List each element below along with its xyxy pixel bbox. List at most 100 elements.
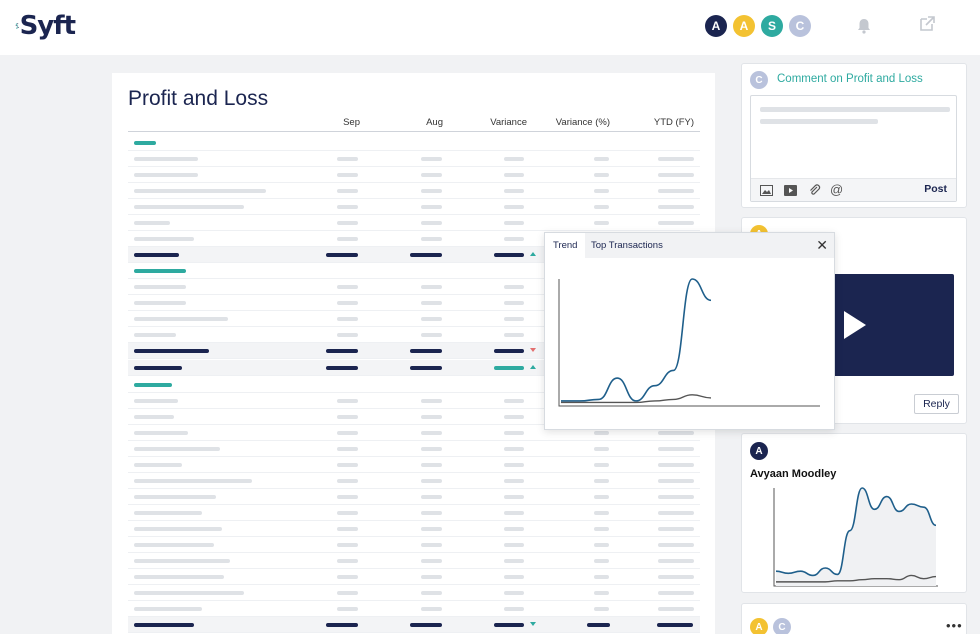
ytd-value-placeholder (658, 559, 694, 563)
sep-value-placeholder (337, 221, 358, 225)
table-row[interactable] (128, 521, 700, 537)
table-row[interactable] (128, 425, 700, 441)
table-row[interactable] (128, 135, 700, 151)
post-button[interactable]: Post (924, 183, 947, 195)
variance-value-placeholder (504, 333, 524, 337)
tab-trend[interactable]: Trend (545, 233, 586, 258)
table-row[interactable] (128, 617, 700, 633)
table-row[interactable] (128, 151, 700, 167)
total-label-placeholder (134, 623, 194, 627)
ytd-value-placeholder (658, 575, 694, 579)
table-row[interactable] (128, 601, 700, 617)
variance-value-placeholder (504, 205, 524, 209)
sep-value-placeholder (337, 463, 358, 467)
column-header-variance[interactable]: Variance (490, 117, 527, 128)
aug-value-placeholder (410, 253, 442, 257)
variance-pct-placeholder (594, 221, 609, 225)
arrow-up-icon (530, 365, 536, 369)
table-row[interactable] (128, 569, 700, 585)
sep-value-placeholder (337, 173, 358, 177)
variance-value-placeholder (504, 543, 524, 547)
variance-value-placeholder (504, 399, 524, 403)
column-header-sep[interactable]: Sep (343, 117, 360, 128)
row-label-placeholder (134, 221, 170, 225)
mention-icon[interactable]: @ (830, 182, 844, 197)
aug-value-placeholder (421, 415, 442, 419)
avatar[interactable]: S (761, 15, 783, 37)
table-row[interactable] (128, 505, 700, 521)
secondary-series-line (775, 574, 937, 583)
row-label-placeholder (134, 463, 182, 467)
table-row[interactable] (128, 553, 700, 569)
ytd-value-placeholder (658, 205, 694, 209)
table-row[interactable] (128, 585, 700, 601)
variance-pct-placeholder (594, 431, 609, 435)
variance-value-placeholder (504, 527, 524, 531)
avatar: C (773, 618, 791, 634)
variance-value-placeholder (504, 431, 524, 435)
sep-value-placeholder (337, 237, 358, 241)
attachment-icon[interactable] (808, 184, 821, 197)
table-row[interactable] (128, 473, 700, 489)
tab-top-transactions[interactable]: Top Transactions (591, 240, 663, 251)
aug-value-placeholder (421, 173, 442, 177)
variance-pct-placeholder (594, 479, 609, 483)
table-row[interactable] (128, 489, 700, 505)
sep-value-placeholder (326, 366, 358, 370)
primary-series-line (775, 487, 937, 577)
table-row[interactable] (128, 441, 700, 457)
avatar[interactable]: A (705, 15, 727, 37)
ytd-value-placeholder (658, 157, 694, 161)
external-link-icon[interactable] (918, 15, 936, 38)
table-row[interactable] (128, 183, 700, 199)
sep-value-placeholder (337, 301, 358, 305)
aug-value-placeholder (421, 511, 442, 515)
table-row[interactable] (128, 199, 700, 215)
table-row[interactable] (128, 377, 700, 393)
avatar[interactable]: C (789, 15, 811, 37)
variance-value-placeholder (504, 301, 524, 305)
table-row[interactable] (128, 457, 700, 473)
syft-logo[interactable]: Syft (15, 8, 76, 44)
video-icon[interactable] (784, 185, 797, 196)
table-row[interactable] (128, 263, 700, 279)
total-label-placeholder (134, 349, 209, 353)
aug-value-placeholder (421, 189, 442, 193)
column-header-variance-pct[interactable]: Variance (%) (555, 117, 610, 128)
variance-value-placeholder (504, 237, 524, 241)
table-row[interactable] (128, 167, 700, 183)
aug-value-placeholder (421, 237, 442, 241)
aug-value-placeholder (410, 366, 442, 370)
comment-input[interactable]: @ Post (750, 95, 957, 202)
image-icon[interactable] (760, 185, 773, 196)
page-title: Profit and Loss (128, 87, 269, 110)
secondary-series-line (560, 394, 712, 404)
sep-value-placeholder (337, 543, 358, 547)
variance-pct-placeholder (594, 189, 609, 193)
commenter-name: Avyaan Moodley (750, 468, 837, 480)
bell-icon[interactable] (855, 17, 873, 40)
play-icon[interactable] (842, 309, 868, 341)
reply-button[interactable]: Reply (914, 394, 959, 414)
aug-value-placeholder (421, 447, 442, 451)
variance-value-placeholder (504, 157, 524, 161)
variance-value-placeholder (504, 479, 524, 483)
trend-popup: Trend Top Transactions ✕ (544, 232, 835, 430)
collaborator-avatars: A A S C (705, 15, 811, 37)
column-header-ytd[interactable]: YTD (FY) (653, 117, 694, 128)
logo-text: Syft (19, 11, 76, 41)
variance-pct-placeholder (594, 607, 609, 611)
bottom-comment-card: A C ••• (741, 603, 967, 634)
close-icon[interactable]: ✕ (816, 237, 828, 253)
person-comment-card: A Avyaan Moodley (741, 433, 967, 593)
column-header-aug[interactable]: Aug (426, 117, 443, 128)
more-options-icon[interactable]: ••• (946, 618, 963, 633)
row-label-placeholder (134, 447, 220, 451)
video-player[interactable] (830, 274, 954, 376)
sep-value-placeholder (337, 431, 358, 435)
table-row[interactable] (128, 537, 700, 553)
aug-value-placeholder (421, 607, 442, 611)
row-label-placeholder (134, 431, 188, 435)
avatar[interactable]: A (733, 15, 755, 37)
table-row[interactable] (128, 215, 700, 231)
